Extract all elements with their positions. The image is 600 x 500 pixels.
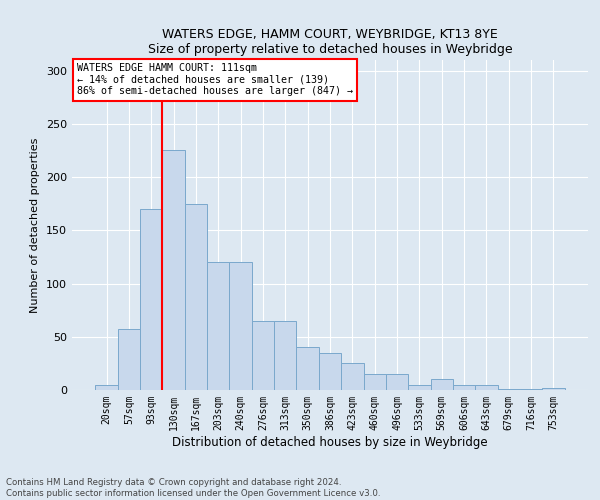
Text: Contains HM Land Registry data © Crown copyright and database right 2024.
Contai: Contains HM Land Registry data © Crown c… [6, 478, 380, 498]
Bar [274, 321, 296, 390]
Bar [118, 330, 140, 390]
Title: WATERS EDGE, HAMM COURT, WEYBRIDGE, KT13 8YE
Size of property relative to detach: WATERS EDGE, HAMM COURT, WEYBRIDGE, KT13… [148, 28, 512, 56]
Text: WATERS EDGE HAMM COURT: 111sqm
← 14% of detached houses are smaller (139)
86% of: WATERS EDGE HAMM COURT: 111sqm ← 14% of … [77, 64, 353, 96]
Bar [475, 384, 497, 390]
Bar [319, 352, 341, 390]
Bar [296, 348, 319, 390]
Bar [408, 384, 431, 390]
Bar [341, 364, 364, 390]
Bar [364, 374, 386, 390]
Bar [431, 380, 453, 390]
Bar [252, 321, 274, 390]
Bar [207, 262, 229, 390]
Bar [453, 384, 475, 390]
Bar [163, 150, 185, 390]
Y-axis label: Number of detached properties: Number of detached properties [31, 138, 40, 312]
Bar [229, 262, 252, 390]
X-axis label: Distribution of detached houses by size in Weybridge: Distribution of detached houses by size … [172, 436, 488, 448]
Bar [185, 204, 207, 390]
Bar [140, 209, 163, 390]
Bar [95, 384, 118, 390]
Bar [497, 389, 520, 390]
Bar [520, 389, 542, 390]
Bar [386, 374, 408, 390]
Bar [542, 388, 565, 390]
